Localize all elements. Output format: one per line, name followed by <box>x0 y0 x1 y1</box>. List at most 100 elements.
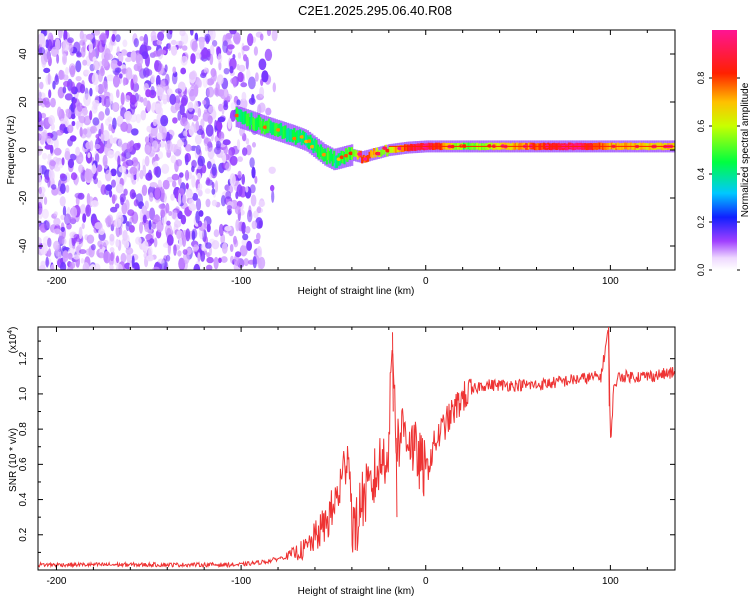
noise-blob <box>246 240 253 251</box>
noise-blob <box>227 210 232 216</box>
ridge-cell <box>305 133 308 146</box>
noise-blob <box>238 64 246 73</box>
ridge-cell <box>269 120 272 134</box>
noise-blob <box>170 155 177 164</box>
noise-blob <box>67 252 73 260</box>
ridge-cell <box>282 126 285 139</box>
noise-blob <box>239 244 248 257</box>
noise-blob <box>237 71 244 83</box>
noise-blob <box>222 153 227 164</box>
noise-blob <box>131 255 135 269</box>
noise-blob <box>73 254 80 260</box>
ridge-cell <box>281 126 284 139</box>
y-tick-label: -40 <box>18 238 29 253</box>
ridge-cell <box>272 122 275 135</box>
noise-blob <box>203 67 208 74</box>
noise-blob <box>160 209 166 218</box>
noise-blob <box>259 86 265 99</box>
ridge-cell <box>248 117 252 130</box>
noise-blob <box>109 134 114 144</box>
noise-blob <box>270 184 275 192</box>
noise-blob <box>209 44 215 56</box>
noise-blob <box>139 169 144 180</box>
noise-blob <box>135 54 144 66</box>
noise-blob <box>144 136 150 144</box>
ridge-cell <box>297 130 300 143</box>
x-tick-label: 0 <box>423 576 429 587</box>
noise-blob <box>49 169 55 182</box>
noise-blob <box>69 65 76 78</box>
noise-blob <box>86 193 91 205</box>
noise-blob <box>230 102 237 110</box>
noise-blob <box>56 129 64 136</box>
noise-blob <box>123 170 127 183</box>
noise-blob <box>43 67 51 74</box>
noise-blob <box>194 134 202 145</box>
noise-blob <box>180 67 187 75</box>
x-tick-label: 100 <box>602 276 619 287</box>
noise-blob <box>130 78 134 91</box>
noise-blob <box>100 122 104 135</box>
noise-blob <box>95 85 99 93</box>
noise-blob <box>177 110 181 121</box>
noise-blob <box>151 221 157 230</box>
noise-blob <box>226 205 233 211</box>
noise-blob <box>85 204 92 217</box>
ridge-cell <box>310 137 314 151</box>
ridge-cell <box>240 109 243 122</box>
ridge-cell <box>316 144 319 158</box>
noise-blob <box>149 133 153 139</box>
noise-blob <box>206 264 213 270</box>
snr-series-line <box>38 329 675 569</box>
ridge-cell <box>250 112 253 125</box>
noise-blob <box>44 101 51 108</box>
noise-blob <box>251 220 257 230</box>
noise-blob <box>229 110 236 122</box>
noise-blob <box>65 67 69 76</box>
noise-blob <box>67 37 74 44</box>
noise-blob <box>246 68 251 81</box>
noise-blob <box>50 131 58 141</box>
noise-blob <box>218 61 222 71</box>
noise-blob <box>115 34 121 43</box>
noise-blob <box>125 113 131 124</box>
noise-blob <box>59 173 66 179</box>
noise-blob <box>141 51 149 60</box>
y-tick-label: 1.2 <box>18 351 29 365</box>
noise-blob <box>211 181 215 189</box>
noise-blob <box>38 126 44 132</box>
noise-blob <box>180 55 188 66</box>
noise-blob <box>167 246 171 256</box>
ridge-cell <box>285 129 288 142</box>
noise-blob <box>239 98 248 110</box>
noise-blob <box>53 138 59 150</box>
noise-blob <box>135 236 142 245</box>
noise-blob <box>174 102 180 111</box>
noise-blob <box>161 188 165 201</box>
noise-blob <box>63 30 68 42</box>
noise-blob <box>210 68 217 77</box>
noise-blob <box>142 214 147 224</box>
x-tick-label: 0 <box>423 276 429 287</box>
noise-blob <box>156 219 164 233</box>
noise-blob <box>100 132 105 142</box>
noise-blob <box>38 201 43 215</box>
ridge-cell <box>418 143 421 151</box>
noise-blob <box>109 252 114 262</box>
noise-blob <box>201 164 207 174</box>
noise-blob <box>209 246 212 256</box>
noise-blob <box>190 30 194 36</box>
noise-blob <box>140 110 147 121</box>
noise-blob <box>132 143 141 151</box>
noise-blob <box>208 105 216 114</box>
noise-blob <box>247 33 254 47</box>
ridge-cell <box>343 151 346 165</box>
noise-blob <box>141 184 148 196</box>
ridge-cell <box>334 155 337 169</box>
y-tick-label: 0.4 <box>18 492 29 506</box>
noise-blob <box>190 53 196 64</box>
noise-blob <box>229 244 234 252</box>
noise-blob <box>154 60 162 73</box>
noise-blob <box>233 32 241 44</box>
